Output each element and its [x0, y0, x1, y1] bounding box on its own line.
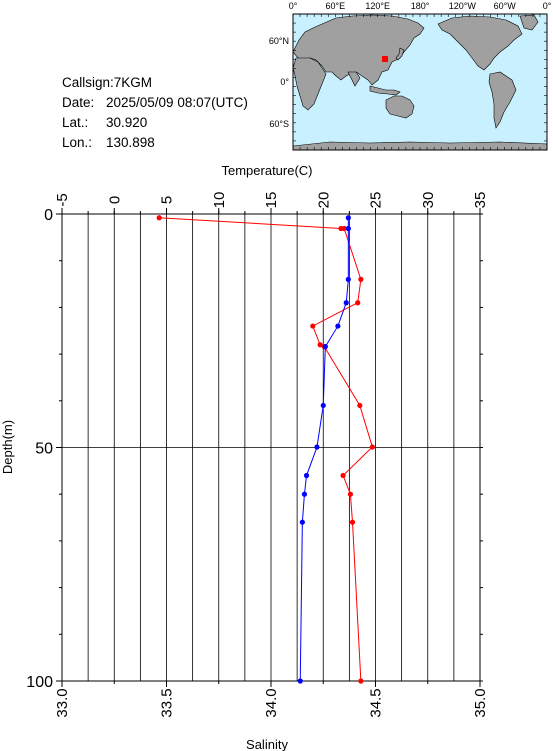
temperature-tick-label: 15: [263, 192, 280, 209]
temperature-point: [341, 225, 347, 232]
salinity-tick-label: 33.0: [54, 688, 71, 717]
salinity-point: [343, 300, 349, 306]
map-longitude-tick-label: 60°W: [494, 1, 517, 11]
map-longitude-tick-label: 0°: [289, 1, 298, 11]
salinity-point: [299, 519, 305, 525]
greenland-landmass: [519, 14, 539, 31]
salinity-tick-label: 33.5: [159, 688, 176, 717]
date-label: Date:: [62, 95, 95, 110]
temperature-point: [317, 342, 323, 348]
depth-tick-label: 100: [26, 674, 53, 691]
lon-value: 130.898: [106, 135, 155, 150]
callsign-value: 7KGM: [113, 75, 153, 90]
station-marker: [382, 56, 388, 62]
salinity-tick-label: 34.5: [368, 688, 385, 717]
temperature-tick-label: 0: [106, 196, 123, 204]
temperature-line: [159, 217, 373, 682]
salinity-tick-label: 35.0: [472, 688, 489, 717]
salinity-line: [299, 217, 349, 682]
ctd-profile-plot: -5 0 5 10 15 20 25 30 35 33.0 33.5 34.0 34.5 35.0 05…: [0, 163, 489, 751]
salinity-point: [345, 215, 351, 221]
plot-grid: [61, 214, 481, 681]
temperature-point: [310, 323, 316, 329]
map-longitude-tick-label: 0°: [543, 1, 552, 11]
temperature-tick-label: -5: [54, 193, 71, 206]
callsign-label: Callsign:: [62, 75, 114, 90]
australia-landmass: [385, 95, 415, 119]
temperature-point: [355, 300, 361, 306]
india-peninsula: [347, 71, 361, 87]
salinity-point: [345, 225, 351, 232]
lon-row: Lon.: 130.898: [62, 133, 248, 153]
north-america-landmass: [437, 15, 523, 71]
lon-label: Lon.:: [62, 135, 93, 150]
indonesia-islands: [369, 85, 401, 96]
lat-value: 30.920: [106, 115, 148, 130]
map-longitude-tick-label: 180°: [411, 1, 430, 11]
map-latitude-tick-label: 60°S: [269, 119, 289, 129]
temperature-tick-label: 30: [420, 192, 437, 209]
salinity-axis-label: Salinity: [246, 737, 288, 751]
station-info: Callsign:7KGM Date: 2025/05/09 08:07(UTC)…: [62, 73, 248, 153]
temperature-tick-label: 25: [368, 192, 385, 209]
depth-tick-label: 0: [44, 207, 53, 224]
lat-row: Lat.: 30.920: [62, 113, 248, 133]
temperature-series: [156, 215, 375, 684]
salinity-point: [314, 444, 320, 450]
temperature-point: [349, 519, 356, 525]
depth-ticks: 0 50 100: [26, 207, 483, 691]
map-longitude-tick-label: 60°E: [326, 1, 346, 11]
map-latitude-tick-label: 0°: [280, 77, 289, 87]
temperature-tick-label: 35: [472, 192, 489, 209]
japan-islands: [395, 47, 405, 61]
south-america-landmass: [488, 71, 517, 129]
eurasia-landmass: [292, 14, 425, 86]
temperature-axis-label: Temperature(C): [221, 163, 312, 178]
temperature-point: [156, 215, 162, 221]
date-row: Date: 2025/05/09 08:07(UTC): [62, 93, 248, 113]
temperature-point: [358, 678, 364, 684]
temperature-tick-label: 20: [315, 192, 332, 209]
salinity-tick-label: 34.0: [263, 688, 280, 717]
date-value: 2025/05/09 08:07(UTC): [106, 95, 248, 110]
salinity-point: [301, 491, 308, 497]
temperature-point: [358, 276, 364, 282]
salinity-point: [320, 402, 326, 409]
salinity-ticks: 33.0 33.5 34.0 34.5 35.0: [54, 681, 489, 718]
map-longitude-tick-label: 120°W: [449, 1, 477, 11]
salinity-point: [345, 276, 351, 282]
depth-axis-label: Depth(m): [0, 420, 15, 474]
map-frame-ticks: [292, 13, 548, 151]
salinity-series: [297, 215, 351, 684]
world-map: 0° 60°E 120°E 180° 120°W 60°W 0° 60°N 0° 60°S: [269, 1, 552, 151]
temperature-point: [357, 402, 363, 409]
temperature-point: [340, 472, 346, 479]
temperature-ticks: -5 0 5 10 15 20 25 30 35: [54, 192, 489, 214]
temperature-point: [347, 491, 354, 497]
map-longitude-labels: 0° 60°E 120°E 180° 120°W 60°W 0°: [289, 1, 552, 11]
map-latitude-tick-label: 60°N: [269, 36, 289, 46]
map-latitude-labels: 60°N 0° 60°S: [269, 36, 290, 129]
salinity-point: [335, 323, 341, 329]
map-longitude-tick-label: 120°E: [365, 1, 390, 11]
lat-label: Lat.:: [62, 115, 89, 130]
africa-landmass: [292, 57, 327, 111]
callsign-row: Callsign:7KGM: [62, 73, 248, 93]
salinity-point: [322, 344, 328, 350]
temperature-tick-label: 10: [211, 192, 228, 209]
temperature-tick-label: 5: [159, 196, 176, 204]
salinity-point: [297, 678, 303, 684]
depth-tick-label: 50: [35, 441, 53, 458]
salinity-point: [303, 472, 310, 479]
temperature-point: [369, 444, 375, 450]
